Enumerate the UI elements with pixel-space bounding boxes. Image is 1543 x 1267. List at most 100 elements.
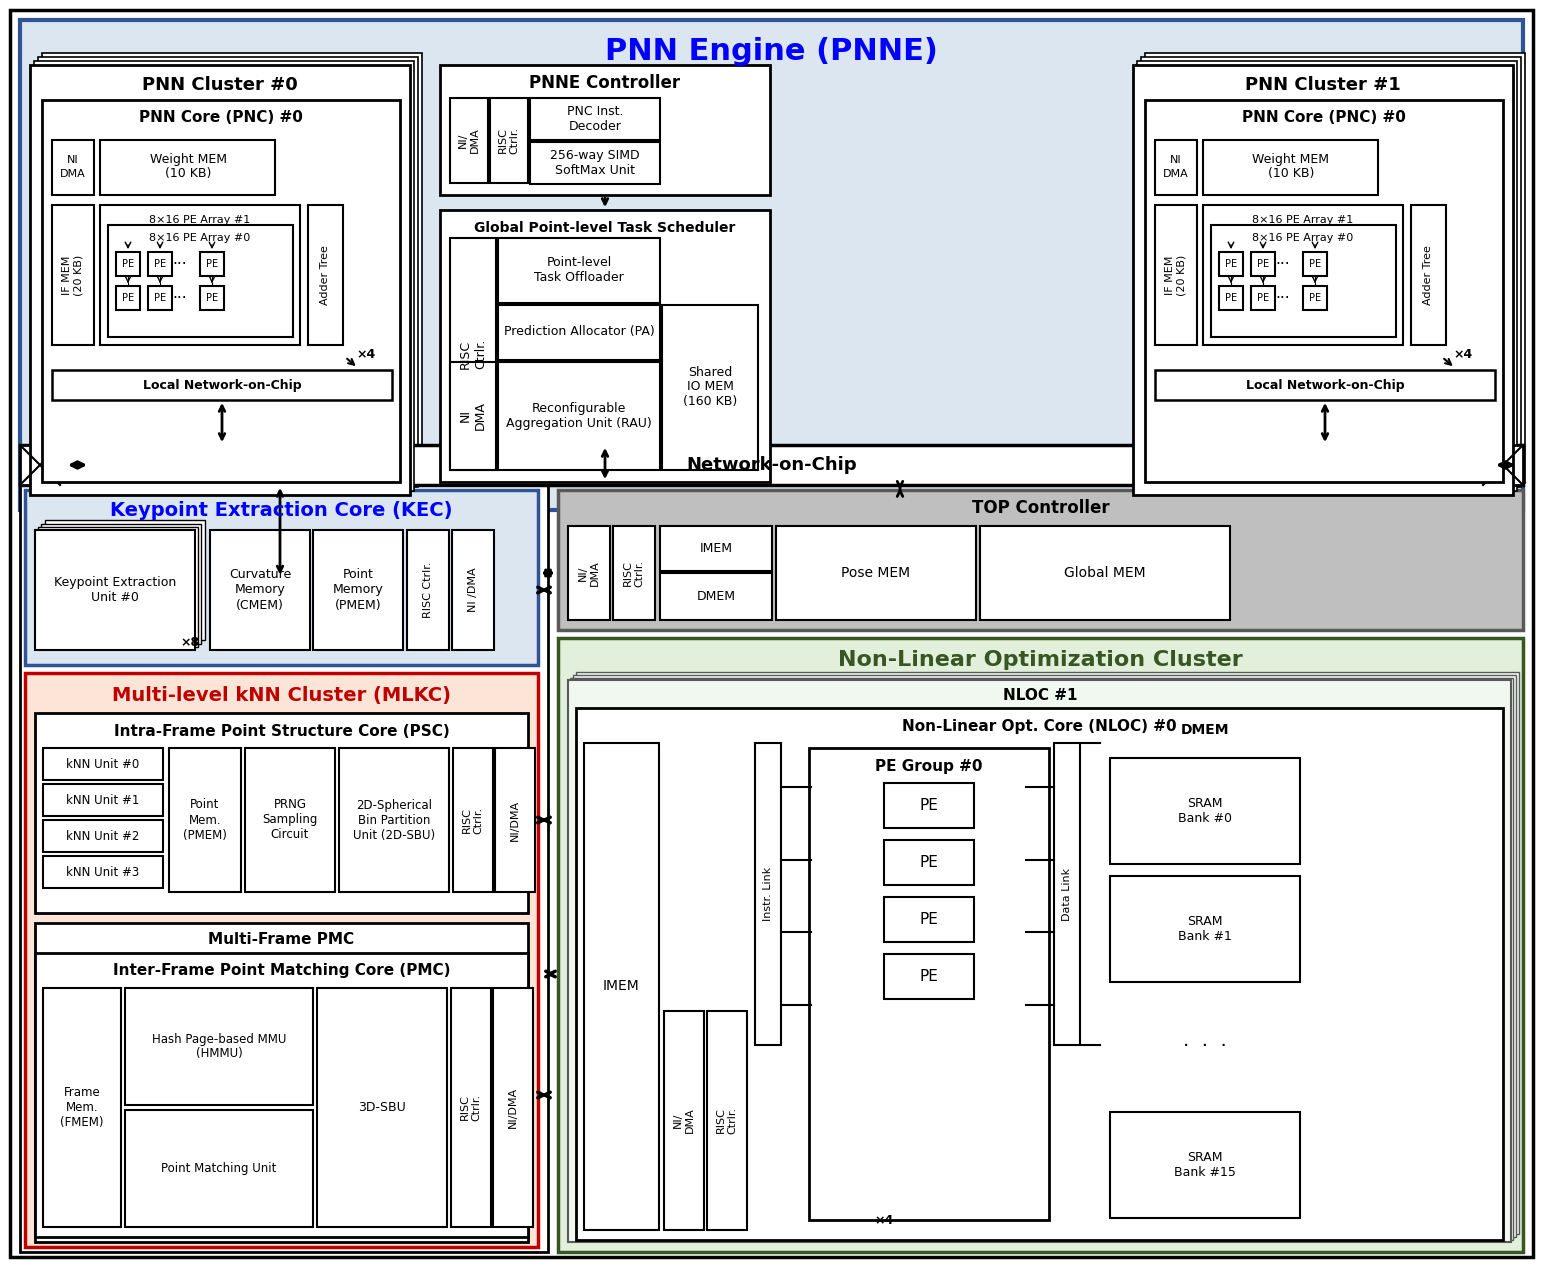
Text: Multi-level kNN Cluster (MLKC): Multi-level kNN Cluster (MLKC): [113, 685, 451, 704]
Text: Point
Memory
(PMEM): Point Memory (PMEM): [333, 569, 383, 612]
Text: (10 KB): (10 KB): [1268, 167, 1315, 180]
Text: DMA: DMA: [1163, 169, 1188, 179]
Bar: [1302, 286, 1327, 310]
Text: kNN Unit #3: kNN Unit #3: [66, 865, 139, 878]
Bar: [42, 53, 421, 483]
Text: RISC
Ctrlr.: RISC Ctrlr.: [460, 1093, 481, 1121]
Text: 8×16 PE Array #0: 8×16 PE Array #0: [150, 233, 250, 243]
Bar: [201, 286, 224, 310]
Text: Global Point-level Task Scheduler: Global Point-level Task Scheduler: [474, 220, 736, 234]
Bar: [451, 238, 495, 470]
Bar: [1219, 252, 1244, 276]
Text: SRAM
Bank #15: SRAM Bank #15: [1174, 1150, 1236, 1180]
Bar: [884, 840, 974, 886]
Text: PNN Core (PNC) #0: PNN Core (PNC) #0: [139, 110, 302, 125]
Text: ···: ···: [173, 256, 187, 271]
Text: PNNE Controller: PNNE Controller: [529, 73, 680, 92]
Bar: [148, 286, 171, 310]
Text: PE: PE: [154, 258, 167, 269]
Text: kNN Unit #1: kNN Unit #1: [66, 793, 140, 807]
Bar: [108, 226, 293, 337]
Text: PE: PE: [205, 293, 218, 303]
Text: PE: PE: [205, 258, 218, 269]
Text: PNN Cluster #0: PNN Cluster #0: [142, 76, 298, 94]
Text: 8×16 PE Array #0: 8×16 PE Array #0: [1253, 233, 1353, 243]
Text: NLOC #1: NLOC #1: [1003, 688, 1077, 703]
Bar: [407, 530, 449, 650]
Text: ···: ···: [173, 290, 187, 305]
Bar: [20, 485, 548, 1252]
Bar: [498, 305, 660, 360]
Text: Local Network-on-Chip: Local Network-on-Chip: [1245, 379, 1404, 392]
Text: Inter-Frame Point Matching Core (PMC): Inter-Frame Point Matching Core (PMC): [113, 963, 451, 978]
Bar: [451, 98, 488, 182]
Text: Shared
IO MEM
(160 KB): Shared IO MEM (160 KB): [684, 365, 738, 408]
Bar: [52, 205, 94, 345]
Bar: [43, 784, 164, 816]
Bar: [100, 205, 299, 345]
Bar: [52, 139, 94, 195]
Text: NI/
DMA: NI/ DMA: [579, 560, 600, 585]
Bar: [339, 748, 449, 892]
Bar: [755, 742, 781, 1045]
Bar: [309, 205, 343, 345]
Text: ×4: ×4: [875, 1214, 893, 1226]
Text: IF MEM
(20 KB): IF MEM (20 KB): [1165, 255, 1187, 295]
Text: PE: PE: [920, 969, 938, 984]
Bar: [576, 672, 1518, 1234]
Text: Curvature
Memory
(CMEM): Curvature Memory (CMEM): [228, 569, 292, 612]
Bar: [1145, 100, 1503, 481]
Text: 8×16 PE Array #1: 8×16 PE Array #1: [1253, 215, 1353, 226]
Text: 3D-SBU: 3D-SBU: [358, 1101, 406, 1114]
Bar: [776, 526, 977, 620]
Text: ·  ·  ·: · · ·: [1183, 1038, 1227, 1057]
Text: Hash Page-based MMU
(HMMU): Hash Page-based MMU (HMMU): [151, 1033, 285, 1060]
Text: ×8: ×8: [181, 636, 199, 649]
Bar: [1054, 742, 1080, 1045]
Text: Intra-Frame Point Structure Core (PSC): Intra-Frame Point Structure Core (PSC): [114, 723, 449, 739]
Text: PE Group #0: PE Group #0: [875, 759, 983, 773]
Bar: [884, 783, 974, 829]
Bar: [39, 57, 418, 487]
Text: IMEM: IMEM: [603, 979, 640, 993]
Bar: [1211, 226, 1396, 337]
Text: ×4: ×4: [356, 348, 375, 361]
Bar: [884, 897, 974, 941]
Bar: [1137, 61, 1517, 492]
Bar: [45, 519, 205, 640]
Bar: [1156, 139, 1197, 195]
Text: ···: ···: [1276, 290, 1290, 305]
Text: PNN Core (PNC) #0: PNN Core (PNC) #0: [1242, 110, 1406, 125]
Text: IMEM: IMEM: [699, 541, 733, 555]
Text: Non-Linear Optimization Cluster: Non-Linear Optimization Cluster: [838, 650, 1242, 670]
Text: Point-level
Task Offloader: Point-level Task Offloader: [534, 256, 623, 284]
Bar: [494, 988, 532, 1226]
Text: Adder Tree: Adder Tree: [319, 245, 330, 305]
Text: Network-on-Chip: Network-on-Chip: [687, 456, 856, 474]
Text: NI/DMA: NI/DMA: [508, 1087, 518, 1128]
Text: ×4: ×4: [1454, 348, 1472, 361]
Bar: [454, 748, 494, 892]
Bar: [663, 1011, 704, 1230]
Bar: [1109, 758, 1301, 864]
Bar: [25, 673, 539, 1247]
Bar: [116, 286, 140, 310]
Bar: [25, 490, 539, 665]
Bar: [495, 748, 535, 892]
Bar: [440, 210, 770, 481]
Text: Multi-Frame PMC: Multi-Frame PMC: [208, 931, 355, 946]
Bar: [42, 100, 400, 481]
Text: (10 KB): (10 KB): [165, 167, 211, 180]
Bar: [1156, 205, 1197, 345]
Bar: [529, 98, 660, 139]
Text: NI/
DMA: NI/ DMA: [673, 1107, 694, 1133]
Text: RISC Ctrlr.: RISC Ctrlr.: [423, 561, 434, 618]
Bar: [1109, 875, 1301, 982]
Bar: [451, 988, 491, 1226]
Text: PNN Cluster #1: PNN Cluster #1: [1245, 76, 1401, 94]
Bar: [125, 988, 313, 1105]
Text: Frame
Mem.
(FMEM): Frame Mem. (FMEM): [60, 1086, 103, 1129]
Text: Data Link: Data Link: [1062, 868, 1072, 921]
Bar: [1109, 1112, 1301, 1218]
Text: kNN Unit #2: kNN Unit #2: [66, 830, 140, 843]
